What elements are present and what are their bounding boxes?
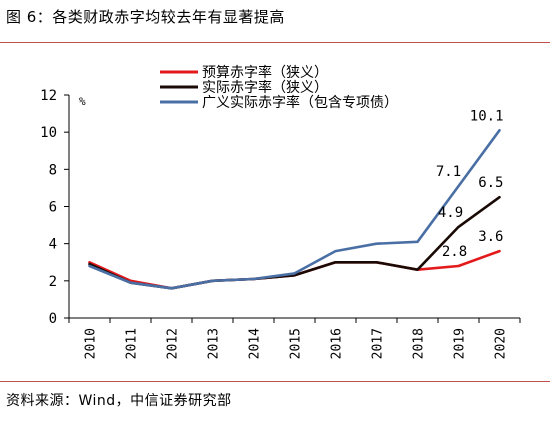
data-label: 6.5 [478,175,503,191]
y-tick-label: 4 [49,237,57,253]
x-tick-label: 2015 [289,328,304,359]
legend: 预算赤字率（狭义）实际赤字率（狭义）广义实际赤字率（包含专项债） [160,64,398,111]
x-tick-label: 2011 [125,328,140,359]
y-tick-label: 6 [49,200,57,216]
source-divider [0,381,550,382]
data-label: 2.8 [442,244,467,260]
y-tick-label: 2 [49,274,57,290]
data-label: 3.6 [478,229,503,245]
y-unit-label: % [79,95,86,108]
legend-label: 预算赤字率（狭义） [202,64,328,81]
series-line-3 [88,129,501,290]
x-tick-label: 2010 [84,328,99,359]
y-tick-label: 0 [49,311,57,327]
x-tick-label: 2014 [248,328,263,359]
x-tick-label: 2019 [453,328,468,359]
x-tick-label: 2012 [166,328,181,359]
y-tick-label: 12 [40,88,57,104]
x-tick-label: 2016 [330,328,345,359]
source-note: 资料来源：Wind，中信证券研究部 [6,393,232,409]
line-chart: 0 2 4 6 8 10 12 % 2010 2011 2012 2013 2014 2015 2016 20… [40,64,521,359]
data-label: 10.1 [470,108,504,124]
y-tick-label: 8 [49,162,57,178]
x-tick-label: 2018 [412,328,427,359]
legend-label: 广义实际赤字率（包含专项债） [202,94,398,111]
data-label: 4.9 [438,205,463,221]
data-label: 7.1 [436,164,461,180]
x-tick-label: 2013 [207,328,222,359]
x-tick-label: 2017 [371,328,386,359]
x-tick-label: 2020 [494,328,509,359]
title-divider [0,42,550,43]
y-tick-label: 10 [40,125,57,141]
series-line-1 [88,249,501,290]
figure-title: 图 6：各类财政赤字均较去年有显著提高 [6,8,285,26]
legend-label: 实际赤字率（狭义） [202,79,328,96]
